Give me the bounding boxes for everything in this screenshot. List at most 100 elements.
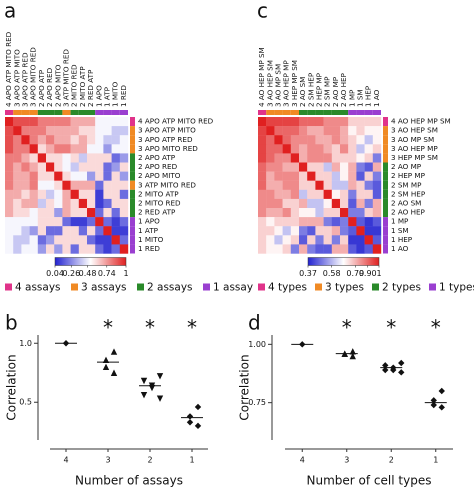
group-strip xyxy=(87,110,96,115)
heatmap-cell xyxy=(111,198,120,209)
colorbar-tick-label: 0.74 xyxy=(98,269,116,278)
heatmap-cell xyxy=(46,171,55,181)
heatmap-cell xyxy=(78,162,88,172)
data-point xyxy=(140,377,148,385)
heatmap-cell xyxy=(29,144,38,154)
heatmap-cell xyxy=(87,144,96,154)
heatmap-cell xyxy=(5,198,14,209)
heatmap-cell xyxy=(323,217,332,227)
row-label: 3 APO ATP MITO xyxy=(138,126,196,135)
significance: * xyxy=(145,316,155,340)
heatmap-cell xyxy=(356,126,365,136)
heatmap-cell xyxy=(37,189,47,200)
heatmap-cell xyxy=(37,208,47,218)
heatmap-cell xyxy=(299,208,308,218)
heatmap-cell xyxy=(307,189,316,200)
heatmap-cell xyxy=(5,135,14,145)
heatmap-cell xyxy=(299,217,308,227)
heatmap-cell xyxy=(21,171,30,181)
heatmap-cell xyxy=(356,180,365,190)
heatmap-cell xyxy=(62,244,71,254)
group-strip xyxy=(383,226,388,236)
heatmap-cell xyxy=(46,235,55,245)
legend-label: 3 types xyxy=(325,282,364,294)
heatmap-cell xyxy=(274,217,283,227)
heatmap-cell xyxy=(87,171,96,181)
heatmap-cell xyxy=(258,153,267,163)
heatmap-cell xyxy=(266,171,275,181)
heatmap-cell xyxy=(356,135,365,145)
data-point xyxy=(430,401,437,409)
heatmap-cell xyxy=(13,117,22,127)
heatmap-cell xyxy=(62,217,71,227)
heatmap-cell xyxy=(266,180,275,190)
heatmap-cell xyxy=(29,235,38,245)
heatmap-cell xyxy=(266,162,275,172)
group-strip xyxy=(130,117,135,127)
heatmap-cell xyxy=(299,171,308,181)
data-point xyxy=(110,369,118,376)
significance: * xyxy=(431,316,441,340)
heatmap-cell xyxy=(356,198,365,209)
heatmap-cell xyxy=(323,235,332,245)
column-label: 1 ATP xyxy=(103,86,112,107)
group-strip xyxy=(383,126,388,136)
column-label: 3 AO HEP MP xyxy=(282,60,291,107)
heatmap-cell xyxy=(87,135,96,145)
group-strip xyxy=(13,110,22,115)
heatmap-cell xyxy=(258,217,267,227)
heatmap-cell xyxy=(29,244,38,254)
column-label: 2 AO MP xyxy=(331,76,340,107)
heatmap-cell xyxy=(266,189,275,200)
heatmap-cell xyxy=(62,198,71,209)
heatmap-cell xyxy=(372,180,382,190)
heatmap-cell xyxy=(54,171,63,181)
group-strip xyxy=(21,110,30,115)
group-strip xyxy=(340,110,349,115)
row-label: 2 SM MP xyxy=(391,180,422,189)
heatmap-cell xyxy=(340,162,349,172)
heatmap-cell xyxy=(21,217,30,227)
heatmap-cell xyxy=(340,117,349,127)
row-label: 2 AO SM xyxy=(391,198,421,207)
heatmap-cell xyxy=(290,226,300,236)
heatmap-cell xyxy=(282,226,291,236)
heatmap-cell xyxy=(78,180,88,190)
heatmap-cell xyxy=(62,117,71,127)
heatmap-cell xyxy=(46,144,55,154)
heatmap-cell xyxy=(103,135,112,145)
heatmap-cell xyxy=(87,126,96,136)
heatmap-cell xyxy=(372,244,382,254)
data-point xyxy=(186,419,194,426)
heatmap-cell xyxy=(54,153,63,163)
heatmap-cell xyxy=(290,144,300,154)
heatmap-cell xyxy=(111,171,120,181)
heatmap-cell xyxy=(54,226,63,236)
group-strip xyxy=(290,110,299,115)
heatmap-cell xyxy=(87,244,96,254)
heatmap-cell xyxy=(340,126,349,136)
column-label: 2 APO RED xyxy=(45,67,54,107)
heatmap-cell xyxy=(315,117,324,127)
heatmap-cell xyxy=(348,180,357,190)
heatmap-cell xyxy=(5,208,14,218)
heatmap-cell xyxy=(258,198,267,209)
heatmap-cell xyxy=(95,153,104,163)
heatmap-cell xyxy=(258,135,267,145)
row-label: 2 APO ATP xyxy=(138,153,176,162)
heatmap-cell xyxy=(323,226,332,236)
heatmap-cell xyxy=(119,126,129,136)
heatmap-cell xyxy=(21,189,30,200)
heatmap-cell xyxy=(364,162,373,172)
legend-swatch xyxy=(5,283,12,291)
row-label: 1 AO xyxy=(391,244,409,253)
group-strip xyxy=(130,144,135,154)
heatmap-cell xyxy=(46,198,55,209)
group-strip xyxy=(299,110,308,115)
data-point xyxy=(102,356,110,363)
heatmap-cell xyxy=(103,189,112,200)
row-label: 1 ATP xyxy=(138,226,159,235)
heatmap-cell xyxy=(70,153,79,163)
row-label: 3 AO HEP MP xyxy=(391,144,438,153)
